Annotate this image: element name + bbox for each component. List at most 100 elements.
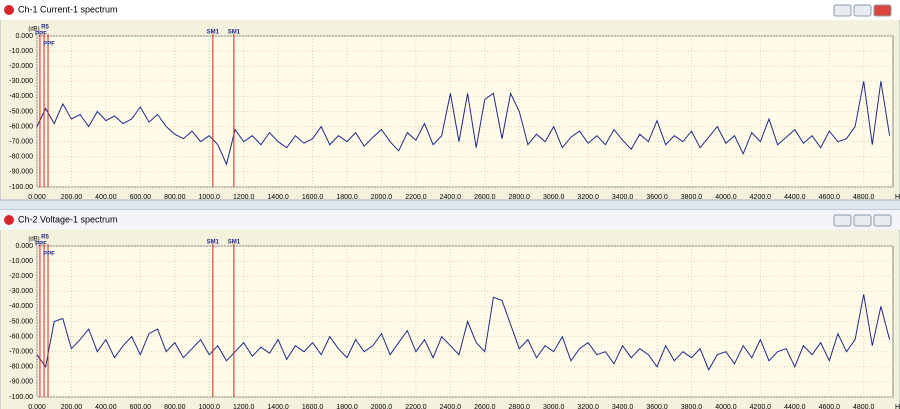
y-tick-label: -50.000 (9, 318, 33, 325)
marker-label: SM1 (228, 240, 241, 246)
marker-label: R5 (41, 235, 49, 241)
y-tick-label: -40.000 (9, 93, 33, 100)
y-tick-label: -10.000 (9, 258, 33, 265)
y-tick-label: -100.00 (9, 184, 33, 191)
y-tick-label: -30.000 (9, 78, 33, 85)
x-tick-label: 3200.0 (577, 194, 599, 201)
x-unit: Hz (895, 404, 900, 409)
x-tick-label: 2200.0 (405, 194, 427, 201)
y-tick-label: -20.000 (9, 63, 33, 70)
y-unit: (dB) (28, 27, 39, 33)
spectrum-line (36, 294, 891, 371)
plot-area (36, 245, 894, 398)
y-tick-label: -90.000 (9, 379, 33, 386)
x-tick-label: 3400.0 (612, 404, 634, 409)
y-tick-label: -70.000 (9, 349, 33, 356)
title-bar (0, 210, 900, 230)
x-tick-label: 4200.0 (750, 404, 772, 409)
x-tick-label: 1800.0 (336, 404, 358, 409)
marker-label: R5 (41, 25, 49, 31)
window-icon (4, 215, 14, 225)
y-tick-label: -80.000 (9, 364, 33, 371)
x-tick-label: 4200.0 (750, 194, 772, 201)
y-tick-label: -60.000 (9, 333, 33, 340)
marker-label: PPF (35, 32, 47, 38)
window-title: Ch-1 Current-1 spectrum (18, 4, 118, 14)
marker-label: PPF (43, 42, 55, 48)
spectrum-line (36, 81, 891, 166)
x-tick-label: 200.00 (61, 194, 83, 201)
x-tick-label: 600.00 (130, 194, 152, 201)
x-tick-label: 200.00 (61, 404, 83, 409)
y-tick-label: -40.000 (9, 303, 33, 310)
y-unit: (dB) (28, 237, 39, 243)
x-tick-label: 4800.0 (853, 194, 875, 201)
x-tick-label: 1400.0 (267, 194, 289, 201)
x-tick-label: 2000.0 (371, 404, 393, 409)
y-tick-label: -10.000 (9, 48, 33, 55)
x-tick-label: 3400.0 (612, 194, 634, 201)
marker-label: PPF (35, 242, 47, 248)
y-tick-label: 0.000 (15, 243, 33, 250)
spectrum-window: Ch-1 Current-1 spectrum 0.000 -10.000 -20.0… (0, 0, 900, 201)
maximize-button[interactable] (853, 4, 872, 17)
y-tick-label: 0.000 (15, 33, 33, 40)
x-tick-label: 3800.0 (681, 194, 703, 201)
x-tick-label: 1400.0 (267, 404, 289, 409)
title-bar (0, 0, 900, 20)
x-tick-label: 4800.0 (853, 404, 875, 409)
x-tick-label: 4000.0 (715, 194, 737, 201)
x-tick-label: 4000.0 (715, 404, 737, 409)
x-tick-label: 600.00 (130, 404, 152, 409)
x-tick-label: 3000.0 (543, 194, 565, 201)
x-tick-label: 400.00 (95, 194, 117, 201)
y-tick-label: -30.000 (9, 288, 33, 295)
maximize-button[interactable] (853, 214, 872, 227)
minimize-button[interactable] (833, 4, 852, 17)
marker-label: PPF (43, 252, 55, 258)
x-tick-label: 400.00 (95, 404, 117, 409)
window-title: Ch-2 Voltage-1 spectrum (18, 214, 118, 224)
x-tick-label: 3000.0 (543, 404, 565, 409)
marker-label: SM1 (207, 30, 220, 36)
x-tick-label: 3800.0 (681, 404, 703, 409)
y-tick-label: -50.000 (9, 108, 33, 115)
x-tick-label: 2000.0 (371, 194, 393, 201)
x-tick-label: 2600.0 (474, 404, 496, 409)
spectrum-window: Ch-2 Voltage-1 spectrum 0.000 -10.000 -20.0… (0, 209, 900, 409)
minimize-button[interactable] (833, 214, 852, 227)
y-tick-label: -90.000 (9, 169, 33, 176)
x-unit: Hz (895, 194, 900, 201)
x-tick-label: 3200.0 (577, 404, 599, 409)
window-icon (4, 5, 14, 15)
y-tick-label: -60.000 (9, 123, 33, 130)
x-tick-label: 2800.0 (509, 194, 531, 201)
y-tick-label: -80.000 (9, 154, 33, 161)
x-tick-label: 1000.0 (199, 194, 221, 201)
x-tick-label: 1800.0 (336, 194, 358, 201)
x-tick-label: 2400.0 (440, 404, 462, 409)
x-tick-label: 1600.0 (302, 194, 324, 201)
close-button[interactable] (873, 4, 892, 17)
x-tick-label: 3600.0 (646, 404, 668, 409)
close-button[interactable] (873, 214, 892, 227)
x-tick-label: 2600.0 (474, 194, 496, 201)
x-tick-label: 4400.0 (784, 194, 806, 201)
x-tick-label: 1600.0 (302, 404, 324, 409)
x-tick-label: 2200.0 (405, 404, 427, 409)
x-tick-label: 2800.0 (509, 404, 531, 409)
marker-label: SM1 (228, 30, 241, 36)
x-tick-label: 800.00 (164, 194, 186, 201)
y-tick-label: -100.00 (9, 394, 33, 401)
y-tick-label: -70.000 (9, 139, 33, 146)
x-tick-label: 1000.0 (199, 404, 221, 409)
x-tick-label: 4600.0 (819, 194, 841, 201)
plot-area (36, 35, 894, 188)
x-tick-label: 1200.0 (233, 404, 255, 409)
x-tick-label: 0.000 (28, 404, 46, 409)
marker-label: SM1 (207, 240, 220, 246)
x-tick-label: 0.000 (28, 194, 46, 201)
x-tick-label: 800.00 (164, 404, 186, 409)
x-tick-label: 2400.0 (440, 194, 462, 201)
